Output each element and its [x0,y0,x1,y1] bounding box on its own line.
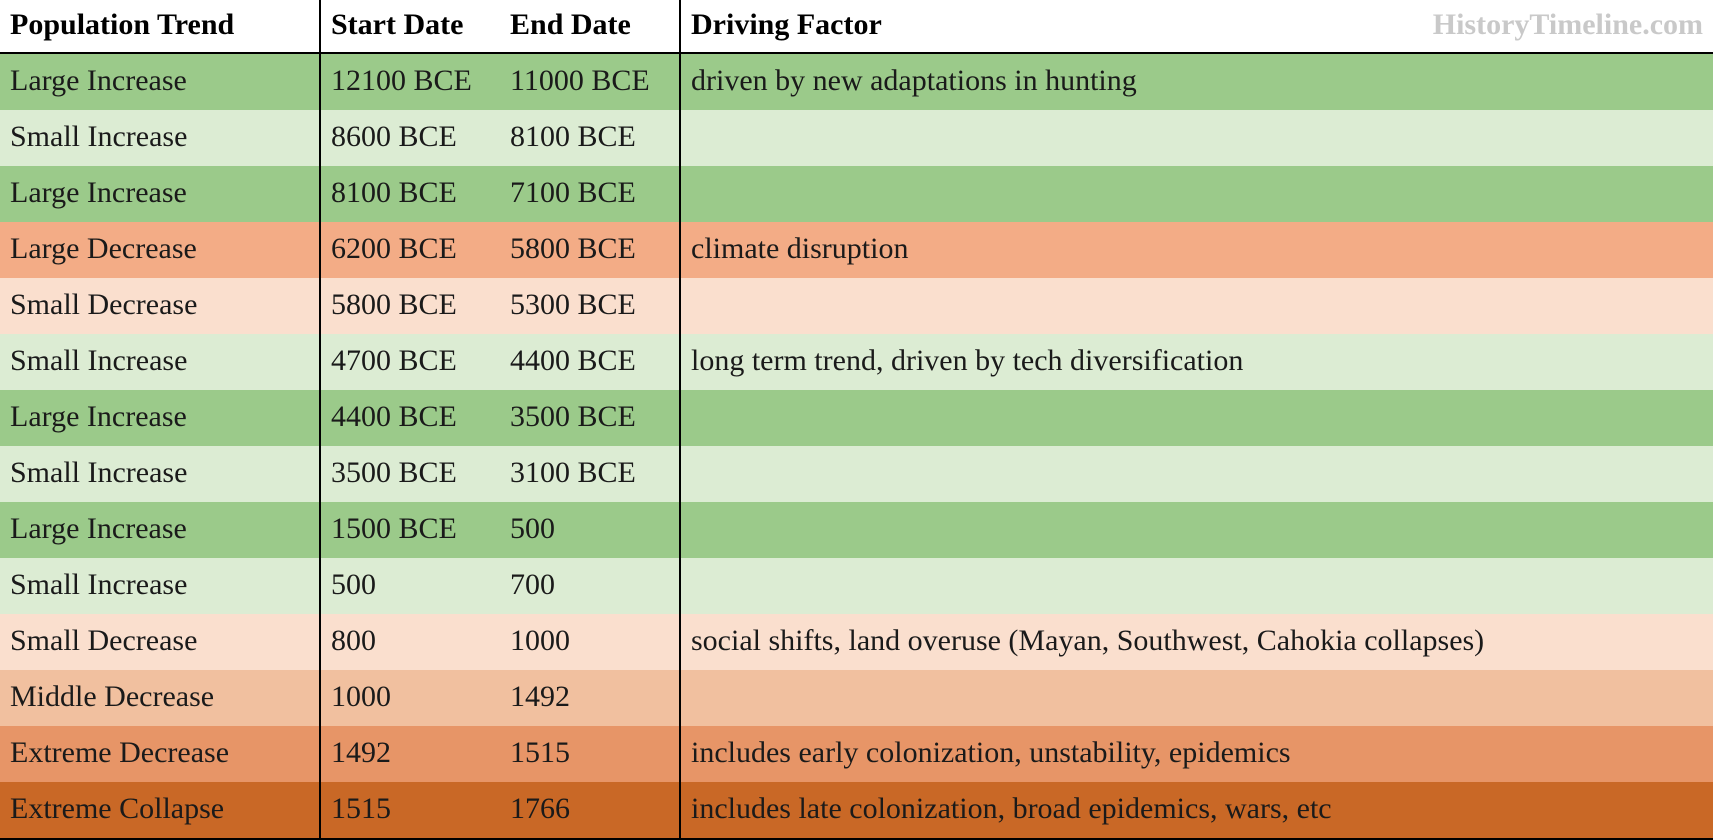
cell-trend: Middle Decrease [0,670,320,726]
cell-trend: Small Decrease [0,614,320,670]
table-row: Small Decrease8001000social shifts, land… [0,614,1713,670]
cell-trend: Small Decrease [0,278,320,334]
table-row: Large Increase1500 BCE500 [0,502,1713,558]
cell-driving-factor: climate disruption [680,222,1713,278]
cell-trend: Large Increase [0,166,320,222]
cell-trend: Small Increase [0,446,320,502]
watermark-text: HistoryTimeline.com [1433,8,1703,42]
cell-driving-factor [680,502,1713,558]
table-row: Extreme Decrease14921515includes early c… [0,726,1713,782]
col-header-trend: Population Trend [0,0,320,53]
table-row: Large Increase4400 BCE3500 BCE [0,390,1713,446]
cell-trend: Large Increase [0,502,320,558]
cell-end-date: 1000 [500,614,680,670]
table-body: Large Increase12100 BCE11000 BCEdriven b… [0,53,1713,839]
cell-start-date: 500 [320,558,500,614]
cell-trend: Extreme Decrease [0,726,320,782]
cell-driving-factor [680,446,1713,502]
cell-end-date: 8100 BCE [500,110,680,166]
table-row: Large Increase12100 BCE11000 BCEdriven b… [0,53,1713,110]
table-row: Small Increase500700 [0,558,1713,614]
cell-driving-factor [680,670,1713,726]
cell-start-date: 1500 BCE [320,502,500,558]
cell-start-date: 8600 BCE [320,110,500,166]
cell-driving-factor: social shifts, land overuse (Mayan, Sout… [680,614,1713,670]
cell-trend: Large Decrease [0,222,320,278]
table-row: Small Increase8600 BCE8100 BCE [0,110,1713,166]
cell-driving-factor [680,166,1713,222]
cell-driving-factor [680,278,1713,334]
cell-driving-factor [680,558,1713,614]
cell-driving-factor: driven by new adaptations in hunting [680,53,1713,110]
cell-start-date: 12100 BCE [320,53,500,110]
table-row: Small Decrease5800 BCE5300 BCE [0,278,1713,334]
cell-end-date: 500 [500,502,680,558]
cell-start-date: 4700 BCE [320,334,500,390]
cell-trend: Small Increase [0,334,320,390]
cell-end-date: 3100 BCE [500,446,680,502]
cell-driving-factor: long term trend, driven by tech diversif… [680,334,1713,390]
cell-end-date: 1515 [500,726,680,782]
cell-end-date: 11000 BCE [500,53,680,110]
cell-driving-factor [680,390,1713,446]
cell-start-date: 3500 BCE [320,446,500,502]
cell-end-date: 7100 BCE [500,166,680,222]
cell-end-date: 3500 BCE [500,390,680,446]
cell-driving-factor: includes late colonization, broad epidem… [680,782,1713,839]
table-row: Small Increase3500 BCE3100 BCE [0,446,1713,502]
cell-start-date: 4400 BCE [320,390,500,446]
cell-trend: Small Increase [0,110,320,166]
col-header-factor-label: Driving Factor [691,8,882,41]
cell-start-date: 1492 [320,726,500,782]
cell-end-date: 1766 [500,782,680,839]
cell-trend: Large Increase [0,390,320,446]
table-row: Large Decrease6200 BCE5800 BCEclimate di… [0,222,1713,278]
cell-start-date: 1515 [320,782,500,839]
cell-start-date: 1000 [320,670,500,726]
col-header-start: Start Date [320,0,500,53]
cell-end-date: 1492 [500,670,680,726]
cell-trend: Extreme Collapse [0,782,320,839]
cell-driving-factor [680,110,1713,166]
cell-start-date: 6200 BCE [320,222,500,278]
cell-trend: Large Increase [0,53,320,110]
population-trend-table: Population Trend Start Date End Date Dri… [0,0,1713,840]
col-header-factor: Driving Factor HistoryTimeline.com [680,0,1713,53]
col-header-end: End Date [500,0,680,53]
cell-end-date: 4400 BCE [500,334,680,390]
table-row: Extreme Collapse15151766includes late co… [0,782,1713,839]
cell-trend: Small Increase [0,558,320,614]
cell-end-date: 700 [500,558,680,614]
table-row: Small Increase4700 BCE4400 BCElong term … [0,334,1713,390]
table-row: Middle Decrease10001492 [0,670,1713,726]
table: Population Trend Start Date End Date Dri… [0,0,1713,840]
cell-start-date: 800 [320,614,500,670]
table-row: Large Increase8100 BCE7100 BCE [0,166,1713,222]
cell-driving-factor: includes early colonization, unstability… [680,726,1713,782]
cell-start-date: 5800 BCE [320,278,500,334]
cell-end-date: 5300 BCE [500,278,680,334]
cell-end-date: 5800 BCE [500,222,680,278]
table-header: Population Trend Start Date End Date Dri… [0,0,1713,53]
cell-start-date: 8100 BCE [320,166,500,222]
